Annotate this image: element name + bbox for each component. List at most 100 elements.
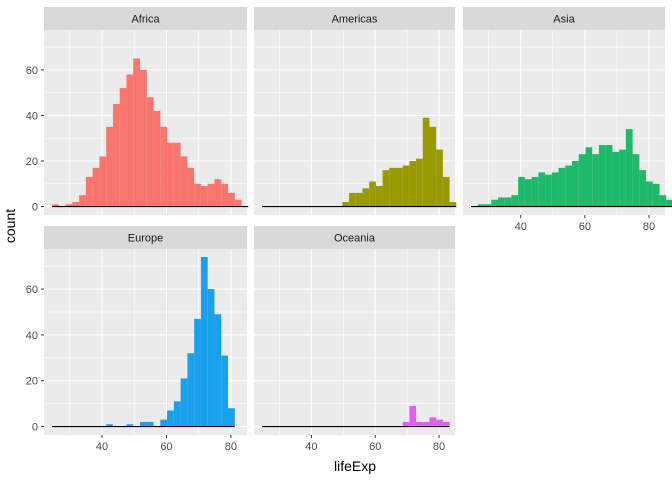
histogram-bar: [545, 174, 552, 207]
histogram-bar: [234, 199, 242, 207]
histogram-bar: [200, 257, 208, 427]
histogram-bar: [187, 353, 195, 427]
histogram-bar: [422, 117, 430, 207]
histogram-bar: [355, 192, 363, 207]
facet-strip-label: Europe: [128, 233, 163, 245]
histogram-bar: [572, 161, 579, 207]
histogram-bar: [659, 195, 667, 207]
histogram-bar: [449, 202, 457, 207]
histogram-bar: [106, 126, 113, 207]
histogram-bar: [639, 170, 647, 207]
histogram-bar: [619, 149, 626, 207]
y-axis-title: count: [2, 209, 18, 243]
histogram-bar: [416, 421, 423, 427]
histogram-bar: [585, 147, 593, 207]
facet-strip: [463, 7, 665, 30]
x-tick-label: 60: [160, 441, 172, 453]
histogram-bar: [666, 199, 672, 207]
histogram-bar: [442, 421, 450, 427]
histogram-bar: [79, 195, 86, 207]
histogram-bar: [402, 421, 410, 427]
x-tick-label: 80: [433, 441, 445, 453]
histogram-bar: [72, 202, 80, 207]
x-tick-label: 80: [225, 441, 237, 453]
histogram-bar: [52, 204, 59, 207]
histogram-bar: [65, 204, 73, 207]
histogram-bar: [146, 97, 154, 207]
histogram-bar: [99, 156, 107, 207]
histogram-bar: [167, 410, 174, 427]
histogram-bar: [518, 176, 525, 207]
histogram-bar: [612, 151, 620, 207]
histogram-bar: [180, 378, 188, 427]
histogram-bar: [565, 165, 573, 207]
histogram-bar: [200, 186, 208, 207]
y-tick-label: 60: [26, 284, 38, 296]
histogram-bar: [85, 176, 93, 207]
histogram-bar: [106, 424, 113, 427]
panel-background: [254, 249, 455, 435]
x-tick-label: 40: [96, 441, 108, 453]
histogram-bar: [126, 424, 134, 427]
histogram-bar: [646, 181, 653, 207]
facet-americas: Americas: [254, 7, 457, 215]
histogram-bar: [153, 110, 161, 207]
histogram-bar: [531, 176, 539, 207]
facet-strip: [254, 226, 455, 249]
histogram-bar: [160, 126, 168, 207]
histogram-bar: [342, 202, 350, 207]
histogram-bar: [477, 204, 485, 207]
histogram-bar: [538, 172, 546, 207]
histogram-bar: [92, 167, 100, 207]
histogram-bar: [180, 156, 188, 207]
histogram-bar: [578, 154, 586, 207]
histogram-bar: [126, 74, 134, 207]
histogram-bar: [497, 197, 505, 207]
histogram-bar: [173, 401, 181, 427]
histogram-bar: [214, 314, 222, 427]
facet-strip: [254, 7, 455, 30]
histogram-bar: [504, 197, 512, 207]
y-tick-label: 20: [26, 156, 38, 168]
histogram-bar: [598, 145, 606, 207]
histogram-bar: [558, 167, 566, 207]
y-tick-label: 20: [26, 376, 38, 388]
facet-panels: Africa 0 20 40 60 Americas Asia 40 60 80 Europe 0 20…: [26, 7, 672, 453]
facet-europe: Europe 0 20 40 60 40 60 80: [26, 226, 247, 453]
x-tick-label: 60: [579, 221, 591, 233]
histogram-bars: [342, 117, 457, 207]
y-tick-label: 40: [26, 110, 38, 122]
histogram-bar: [605, 145, 613, 207]
histogram-bar: [524, 179, 532, 207]
facet-africa: Africa 0 20 40 60: [26, 7, 249, 215]
histogram-bar: [173, 142, 181, 207]
y-tick-label: 0: [32, 422, 38, 434]
histogram-bar: [160, 419, 168, 427]
facet-strip: [44, 7, 247, 30]
x-axis-title: lifeExp: [334, 458, 376, 474]
histogram-bar: [491, 199, 498, 207]
y-tick-label: 0: [32, 202, 38, 214]
histogram-bar: [551, 172, 559, 207]
histogram-bar: [112, 104, 120, 207]
x-tick-label: 40: [305, 441, 317, 453]
histogram-bar: [362, 188, 370, 207]
y-tick-label: 40: [26, 330, 38, 342]
histogram-bar: [227, 408, 235, 427]
histogram-bar: [167, 142, 174, 207]
histogram-bar: [187, 167, 195, 207]
histogram-bar: [119, 88, 127, 207]
histogram-bars: [106, 257, 235, 427]
histogram-bar: [625, 129, 633, 207]
histogram-bar: [429, 126, 437, 207]
histogram-bar: [422, 421, 430, 427]
histogram-bar: [194, 183, 201, 207]
histogram-bar: [389, 167, 396, 207]
x-tick-label: 40: [515, 221, 527, 233]
histogram-bars: [52, 58, 242, 207]
histogram-bar: [395, 167, 403, 207]
histogram-bar: [632, 154, 640, 207]
y-tick-label: 60: [26, 65, 38, 77]
histogram-bar: [133, 58, 141, 207]
